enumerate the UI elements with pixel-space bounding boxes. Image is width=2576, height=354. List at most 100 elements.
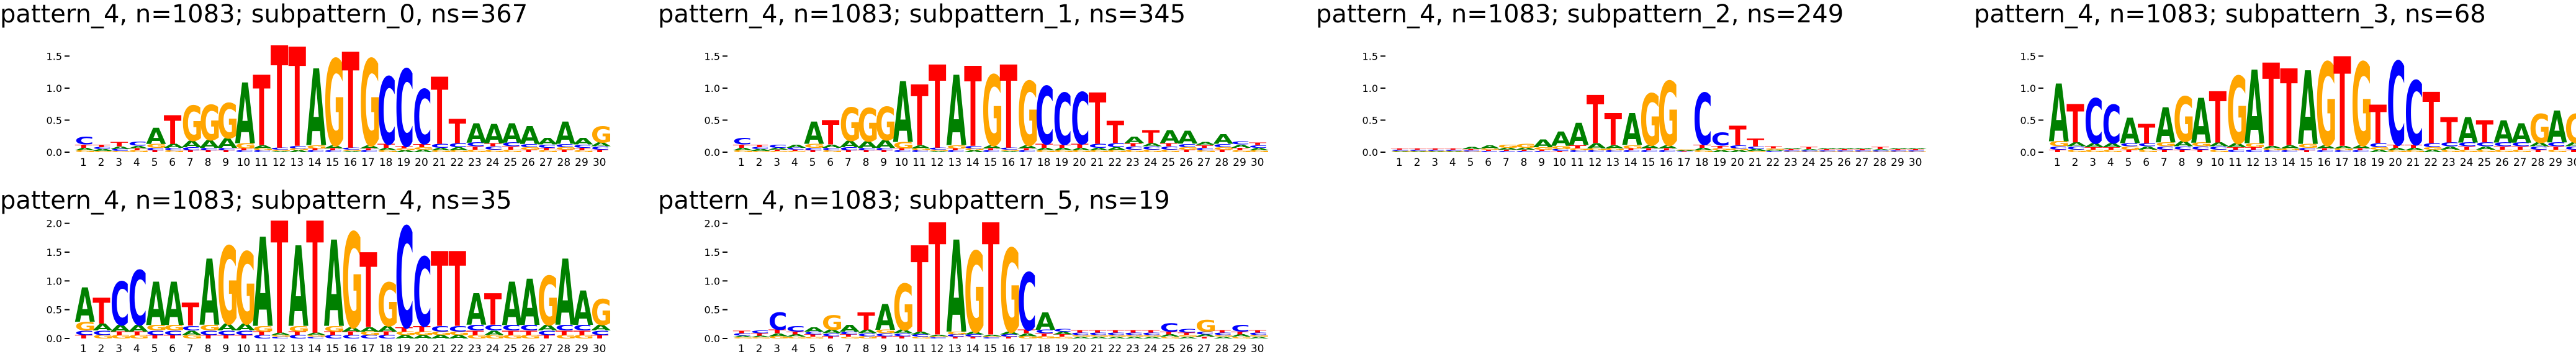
logo-letter-a: A	[2049, 69, 2069, 161]
logo-letter-c: C	[271, 337, 290, 339]
x-tick-label: 30	[2567, 157, 2576, 169]
logo-letter-g: G	[110, 150, 132, 152]
logo-letter-c: C	[2227, 149, 2246, 153]
logo-letter-t: T	[1249, 330, 1267, 334]
logo-letter-c: C	[1907, 150, 1926, 152]
logo-letter-g: G	[893, 272, 914, 345]
logo-letter-g: G	[1214, 335, 1235, 337]
logo-letter-c: C	[893, 150, 912, 153]
x-tick-label: 12	[930, 343, 944, 354]
logo-letter-g: G	[217, 225, 238, 349]
x-tick-label: 6	[827, 343, 834, 354]
logo-letter-t: T	[964, 45, 981, 172]
logo-letter-c: C	[1675, 152, 1695, 153]
logo-letter-g: G	[2565, 106, 2576, 152]
logo-letter-a: A	[253, 212, 272, 354]
logo-letter-c: C	[804, 147, 823, 152]
logo-letter-a: A	[1569, 117, 1589, 152]
logo-letter-g: G	[982, 336, 1003, 338]
logo-letter-c: C	[75, 329, 94, 337]
logo-letter-t: T	[235, 148, 254, 151]
logo-letter-g: G	[2387, 150, 2408, 153]
logo-letter-c: C	[413, 76, 432, 162]
logo-letter-c: C	[750, 147, 770, 150]
logo-letter-a: A	[2405, 147, 2425, 152]
logo-letter-a: A	[2084, 142, 2105, 148]
logo-letter-t: T	[1160, 142, 1178, 147]
logo-letter-a: A	[1818, 147, 1838, 149]
logo-letter-t: T	[199, 334, 217, 340]
logo-letter-a: A	[502, 118, 523, 148]
logo-letter-t: T	[1515, 149, 1533, 151]
logo-letter-t: T	[466, 145, 484, 150]
logo-letter-c: C	[2066, 145, 2086, 150]
logo-letter-c: C	[1551, 148, 1570, 152]
logo-letter-a: A	[110, 323, 131, 334]
logo-letter-a: A	[359, 326, 380, 334]
logo-letter-g: G	[1142, 335, 1163, 337]
logo-letter-a: A	[182, 139, 202, 149]
y-tick-label: 1.5	[1362, 50, 1378, 62]
logo-letter-c: C	[395, 48, 415, 171]
logo-letter-t: T	[750, 144, 768, 148]
logo-letter-c: C	[1071, 79, 1090, 161]
logo-letter-c: C	[929, 337, 948, 339]
logo-letter-t: T	[893, 335, 911, 339]
logo-letter-c: C	[982, 150, 1001, 153]
logo-letter-a: A	[1587, 142, 1607, 150]
logo-letter-g: G	[271, 149, 292, 151]
x-tick-label: 10	[1553, 157, 1567, 169]
x-tick-label: 21	[1749, 157, 1762, 169]
logo-letter-g: G	[982, 55, 1003, 168]
x-tick-label: 27	[1197, 343, 1211, 354]
logo-letter-g: G	[2120, 145, 2141, 150]
logo-letter-a: A	[840, 139, 860, 149]
logo-letter-a: A	[591, 142, 611, 148]
logo-letter-a: A	[911, 144, 930, 149]
logo-letter-t: T	[413, 324, 430, 334]
panel-title: pattern_4, n=1083; subpattern_0, ns=367	[0, 0, 528, 29]
logo-letter-a: A	[520, 267, 539, 340]
logo-letter-g: G	[1551, 145, 1572, 150]
logo-letter-c: C	[75, 135, 94, 147]
logo-letter-t: T	[1142, 330, 1160, 334]
logo-letter-g: G	[146, 323, 167, 332]
logo-letter-a: A	[573, 281, 593, 336]
x-tick-label: 24	[1802, 157, 1816, 169]
logo-letter-a: A	[306, 332, 326, 336]
x-tick-label: 4	[1449, 157, 1456, 169]
y-tick-label: 1.5	[47, 247, 62, 258]
logo-letter-g: G	[1782, 152, 1803, 153]
logo-letter-c: C	[2298, 147, 2317, 152]
logo-letter-t: T	[449, 231, 466, 350]
logo-letter-c: C	[2440, 142, 2459, 148]
x-tick-label: 18	[379, 343, 393, 354]
logo-letter-a: A	[1444, 152, 1465, 153]
panel-title: pattern_4, n=1083; subpattern_2, ns=249	[1316, 0, 1844, 29]
x-tick-label: 27	[539, 157, 553, 169]
logo-letter-g: G	[2511, 149, 2533, 153]
logo-letter-t: T	[413, 143, 431, 148]
x-tick-label: 11	[2228, 157, 2242, 169]
logo-letter-g: G	[1089, 335, 1110, 337]
logo-letter-c: C	[110, 271, 130, 339]
logo-letter-t: T	[1196, 337, 1214, 339]
logo-letter-g: G	[1907, 152, 1928, 153]
x-tick-label: 17	[2335, 157, 2349, 169]
logo-letter-t: T	[253, 55, 270, 168]
logo-letter-a: A	[822, 329, 842, 335]
logo-letter-t: T	[786, 331, 804, 335]
logo-letter-a: A	[1747, 148, 1767, 152]
x-tick-label: 19	[397, 157, 411, 169]
logo-letter-c: C	[1107, 142, 1126, 148]
x-tick-label: 11	[254, 157, 268, 169]
x-tick-label: 3	[2089, 157, 2096, 169]
x-tick-label: 6	[1485, 157, 1492, 169]
logo-letter-t: T	[271, 190, 288, 354]
logo-letter-g: G	[1711, 148, 1732, 151]
x-tick-label: 19	[1713, 157, 1727, 169]
logo-letter-g: G	[1107, 335, 1128, 337]
logo-letter-g: G	[2440, 149, 2461, 153]
logo-letter-c: C	[1408, 149, 1428, 151]
x-tick-label: 1	[1396, 157, 1403, 169]
